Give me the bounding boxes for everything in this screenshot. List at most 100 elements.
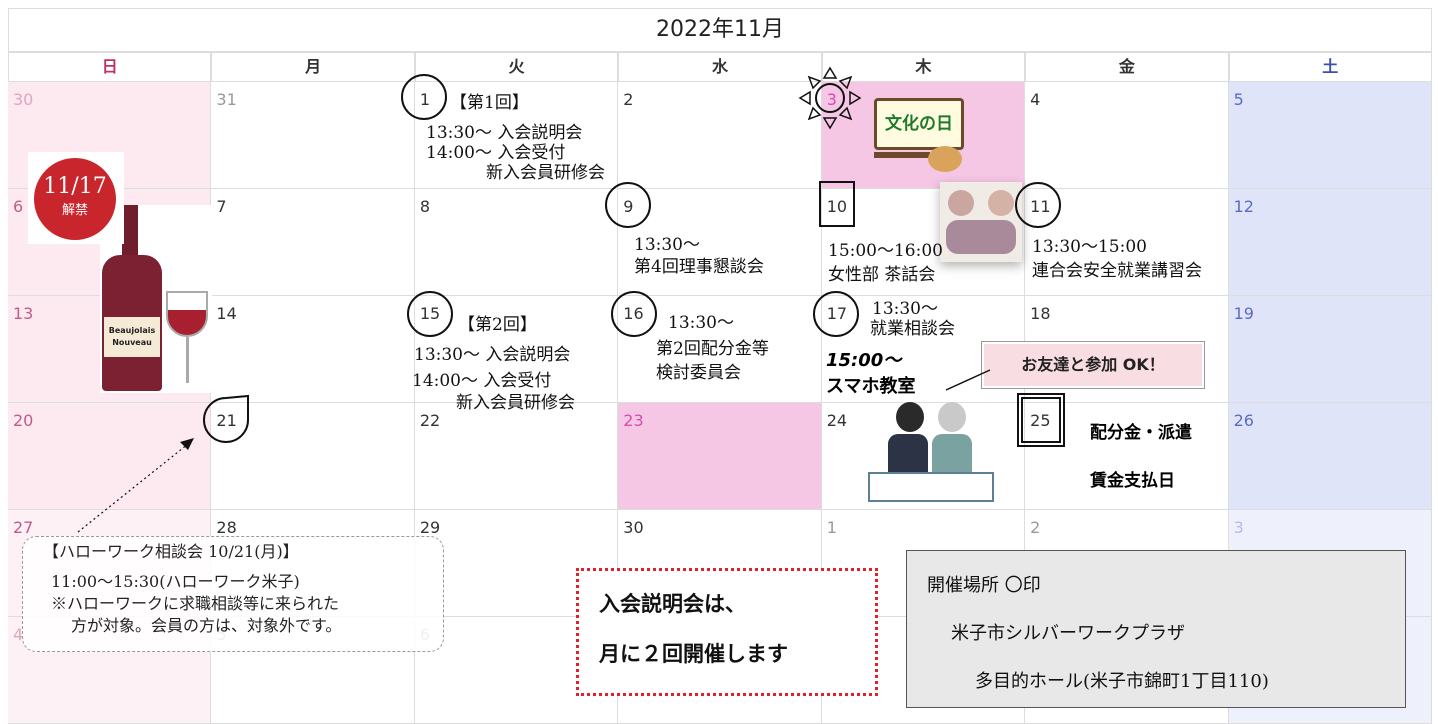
day-number: 20: [13, 411, 34, 430]
event-line: 14:00～ 入会受付: [426, 143, 566, 163]
event-line: 13:30～: [634, 235, 700, 255]
day-number: 2: [623, 90, 634, 109]
day-number: 1: [419, 90, 431, 109]
note-line: ※ハローワークに求職相談等に来られた: [51, 594, 340, 613]
day-cell: 26: [1228, 403, 1432, 510]
venue-line: 開催場所 〇印: [927, 575, 1041, 596]
event-line: スマホ教室: [826, 376, 916, 397]
day-number: 25: [1030, 411, 1051, 430]
event-line: 配分金・派遣: [1090, 423, 1192, 443]
note-line: 11:00～15:30(ハローワーク米子): [51, 572, 300, 591]
day-number: 30: [623, 518, 644, 537]
day-number: 4: [13, 625, 24, 644]
event-line: 第2回配分金等: [656, 339, 769, 359]
hellowork-note: 【ハローワーク相談会 10/21(月)】 11:00～15:30(ハローワーク米…: [22, 536, 444, 652]
day-cell: 22: [414, 403, 619, 510]
event-line: 13:30～ 入会説明会: [414, 345, 571, 365]
event-line: 第4回理事懇談会: [634, 257, 764, 277]
event-title: 【第1回】: [450, 93, 529, 113]
event-line: 13:30～15:00: [1032, 237, 1147, 257]
weekday-header: 土: [1228, 52, 1432, 82]
note-line: 方が対象。会員の方は、対象外です。: [71, 616, 342, 635]
day-number: 17: [826, 304, 848, 323]
venue-line: 米子市シルバーワークプラザ: [951, 623, 1185, 644]
day-number: 21: [216, 411, 237, 430]
badge-text: 解禁: [61, 203, 88, 218]
day-number: 13: [13, 304, 34, 323]
day-number: 31: [216, 90, 237, 109]
day-number: 28: [216, 518, 237, 537]
day-number: 29: [419, 518, 441, 537]
day-number: 7: [216, 197, 227, 216]
day-cell: 20: [8, 403, 212, 510]
day-cell: 9: [618, 189, 822, 296]
notice-line: 入会説明会は、: [599, 592, 746, 616]
weekday-header: 木: [821, 52, 1026, 82]
day-cell: 14: [211, 296, 415, 403]
day-number: 14: [216, 304, 237, 323]
day-cell: 31: [211, 82, 415, 189]
event-line: 新入会員研修会: [456, 393, 575, 413]
event-line: 13:30～: [872, 299, 938, 319]
note-title: 【ハローワーク相談会 10/21(月)】: [43, 542, 299, 561]
day-number: 19: [1233, 304, 1254, 323]
wine-label: Beaujolais: [108, 326, 156, 335]
event-line: 15:00～16:00: [828, 241, 943, 261]
event-line: 連合会安全就業講習会: [1032, 261, 1202, 281]
culture-day-picture: 文化の日: [866, 84, 966, 184]
event-line: 13:30～: [668, 313, 734, 333]
day-number: 12: [1233, 197, 1254, 216]
day-cell: 2: [618, 82, 822, 189]
day-number: 11: [1030, 197, 1051, 216]
day-number: 22: [419, 411, 441, 430]
day-number: 23: [623, 411, 644, 430]
day-cell: 21: [211, 403, 415, 510]
event-line: 女性部 茶話会: [828, 265, 936, 285]
day-number: 4: [1030, 90, 1041, 109]
tea-party-picture: [940, 182, 1022, 262]
event-line: 就業相談会: [870, 319, 955, 339]
culture-day-label: 文化の日: [874, 98, 964, 150]
notice-line: 月に２回開催します: [599, 642, 788, 666]
day-number: 16: [623, 304, 644, 323]
wine-picture: Beaujolais Nouveau: [100, 205, 212, 393]
weekday-header: 火: [414, 52, 619, 82]
notice-box: 入会説明会は、 月に２回開催します: [576, 568, 878, 696]
day-number: 24: [826, 411, 848, 430]
badge-date: 11/17: [43, 174, 107, 199]
day-number: 8: [419, 197, 431, 216]
event-title: 【第2回】: [458, 315, 537, 335]
day-number: 3: [1233, 518, 1244, 537]
day-number: 15: [419, 304, 441, 323]
day-number: 27: [13, 518, 34, 537]
day-number: 5: [1233, 90, 1244, 109]
event-line: 15:00～: [826, 350, 902, 371]
day-cell: 8: [414, 189, 619, 296]
weekday-header: 日: [8, 52, 212, 82]
day-number: 1: [826, 518, 837, 537]
day-number: 3: [826, 90, 837, 109]
day-cell: 16: [618, 296, 822, 403]
day-cell: 7: [211, 189, 415, 296]
day-cell: 12: [1228, 189, 1432, 296]
event-line: 13:30～ 入会説明会: [426, 123, 583, 143]
wine-label: Nouveau: [112, 338, 152, 347]
day-cell: 4: [1025, 82, 1229, 189]
event-line: 検討委員会: [656, 363, 741, 383]
badge: 11/17 解禁: [28, 152, 124, 244]
callout: お友達と参加 OK！: [982, 342, 1204, 388]
weekday-header: 水: [618, 52, 822, 82]
venue-box: 開催場所 〇印 米子市シルバーワークプラザ 多目的ホール(米子市錦町1丁目110…: [906, 550, 1406, 708]
weekday-header: 金: [1025, 52, 1229, 82]
day-cell: 1: [414, 82, 619, 189]
calendar-title: 2022年11月: [8, 8, 1432, 52]
day-number: 2: [1030, 518, 1041, 537]
weekday-header: 月: [211, 52, 415, 82]
day-cell: 19: [1228, 296, 1432, 403]
day-number: 30: [13, 90, 34, 109]
day-cell: 5: [1228, 82, 1432, 189]
event-line: 新入会員研修会: [486, 163, 605, 183]
day-number: 6: [13, 197, 24, 216]
day-number: 9: [623, 197, 634, 216]
